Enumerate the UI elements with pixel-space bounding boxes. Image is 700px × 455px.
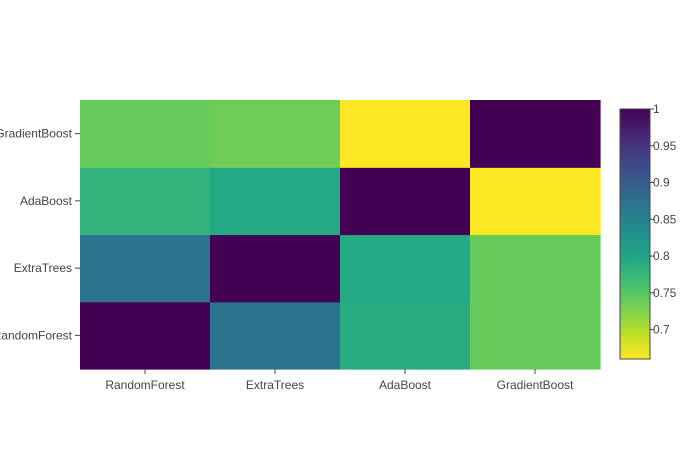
colorbar-tick-label-0.95: 0.95 [653,139,677,153]
heatmap-cell-AdaBoost-RandomForest [80,167,211,236]
heatmap-cell-RandomForest-GradientBoost [470,301,601,370]
heatmap-cell-ExtraTrees-GradientBoost [470,234,601,303]
y-tick-label-AdaBoost: AdaBoost [20,194,73,208]
heatmap-cell-GradientBoost-ExtraTrees [210,100,341,168]
colorbar-tick-label-0.75: 0.75 [653,286,677,300]
colorbar-gradient [619,108,651,360]
y-axis: RandomForest ExtraTrees AdaBoost GradientBo… [0,127,80,342]
x-tick-label-ExtraTrees: ExtraTrees [246,378,304,392]
heatmap-cell-GradientBoost-GradientBoost [470,100,601,168]
x-tick-label-RandomForest: RandomForest [105,378,185,392]
y-tick-label-GradientBoost: GradientBoost [0,127,73,141]
heatmap-cell-RandomForest-AdaBoost [340,301,471,370]
x-tick-label-AdaBoost: AdaBoost [379,378,432,392]
heatmap-cell-GradientBoost-RandomForest [80,100,211,168]
heatmap-cells [80,100,601,370]
colorbar: 1 0.95 0.9 0.85 0.8 0.75 0.7 [619,102,677,360]
y-tick-label-ExtraTrees: ExtraTrees [14,261,72,275]
heatmap-cell-ExtraTrees-ExtraTrees [210,234,341,303]
colorbar-tick-label-0.8: 0.8 [653,249,670,263]
heatmap-cell-AdaBoost-ExtraTrees [210,167,341,236]
heatmap-cell-RandomForest-ExtraTrees [210,301,341,370]
colorbar-tick-label-0.9: 0.9 [653,176,670,190]
x-axis: RandomForest ExtraTrees AdaBoost GradientBo… [105,369,574,392]
x-tick-label-GradientBoost: GradientBoost [497,378,574,392]
colorbar-tick-label-0.85: 0.85 [653,212,677,226]
heatmap-cell-AdaBoost-GradientBoost [470,167,601,236]
colorbar-tick-label-1: 1 [653,102,660,116]
heatmap-cell-GradientBoost-AdaBoost [340,100,471,168]
y-tick-label-RandomForest: RandomForest [0,328,73,342]
heatmap-cell-ExtraTrees-AdaBoost [340,234,471,303]
heatmap-cell-ExtraTrees-RandomForest [80,234,211,303]
heatmap-cell-AdaBoost-AdaBoost [340,167,471,236]
heatmap-cell-RandomForest-RandomForest [80,301,211,370]
colorbar-tick-label-0.7: 0.7 [653,323,670,337]
